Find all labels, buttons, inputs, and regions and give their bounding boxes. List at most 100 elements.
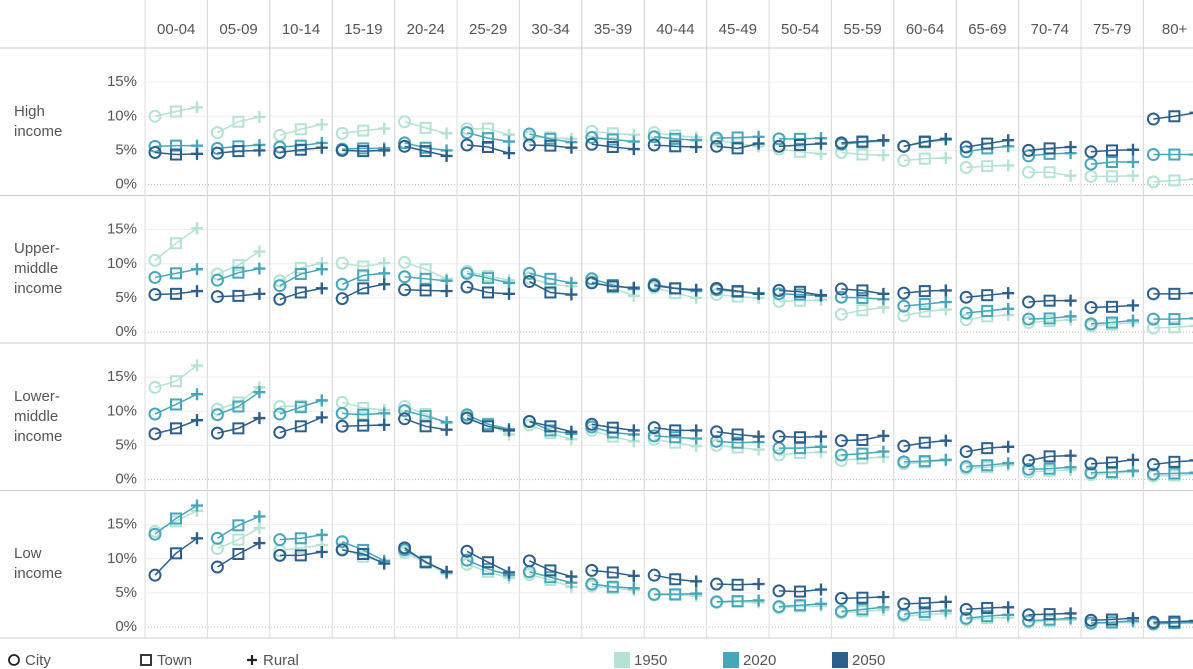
series-line (841, 609, 884, 614)
town-marker (1168, 467, 1181, 480)
city-marker (897, 154, 911, 168)
y-tick-label: 0% (115, 618, 137, 635)
series-line (591, 583, 634, 589)
series-line (966, 462, 1009, 468)
city-marker (148, 568, 162, 582)
series-line (529, 280, 572, 296)
series-line (154, 290, 198, 296)
city-marker (273, 279, 287, 293)
town-marker (606, 127, 619, 140)
legend-city (8, 654, 20, 666)
town-marker (482, 272, 494, 285)
series-line (654, 284, 697, 291)
series-line (903, 459, 946, 463)
y-tick-label: 10% (107, 402, 137, 419)
y-tick-label: 15% (107, 221, 137, 238)
city-marker (1146, 321, 1160, 335)
rural-marker (690, 283, 703, 296)
series-line (154, 393, 198, 415)
town-marker (170, 237, 182, 250)
city-marker (522, 415, 536, 429)
city-marker (959, 290, 973, 304)
town-marker (794, 431, 806, 444)
series-line (1090, 620, 1134, 624)
series-line (841, 606, 884, 613)
rural-marker (752, 430, 765, 443)
town-marker (232, 422, 245, 435)
city-marker (1022, 453, 1036, 467)
town-marker (294, 268, 307, 281)
town-marker (918, 285, 931, 298)
rural-marker (315, 394, 328, 407)
rural-marker (1064, 461, 1077, 474)
rural-marker (253, 262, 266, 275)
town-marker (170, 398, 182, 411)
town-marker (1106, 456, 1118, 469)
rural-marker (1189, 621, 1193, 624)
city-marker (335, 126, 349, 140)
town-marker (794, 285, 806, 298)
y-tick-label: 10% (107, 550, 137, 567)
series-line (1028, 146, 1071, 152)
city-marker (1146, 312, 1160, 326)
city-marker (959, 313, 973, 327)
series-line (778, 605, 822, 609)
series-line (966, 139, 1009, 148)
city-marker (460, 126, 474, 140)
series-line (654, 426, 697, 432)
city-marker (148, 380, 162, 394)
series-line (841, 306, 884, 316)
series-line (467, 127, 510, 136)
y-tick-label: 5% (115, 584, 137, 601)
rural-marker (752, 287, 765, 300)
town-marker (981, 289, 994, 302)
series-line (529, 571, 572, 584)
town-marker (1043, 166, 1056, 179)
city-marker (710, 281, 724, 295)
rural-marker (1002, 134, 1015, 147)
town-marker (856, 304, 869, 317)
city-marker (1084, 317, 1098, 331)
rural-marker (253, 412, 266, 425)
city-marker (460, 411, 474, 425)
town-marker (1106, 300, 1118, 313)
rural-marker (378, 122, 391, 135)
city-marker (398, 283, 412, 297)
column-header: 80+ (1162, 21, 1188, 38)
town-marker (170, 547, 182, 560)
series-line (654, 136, 697, 141)
rural-marker (690, 575, 703, 588)
rural-marker (1189, 153, 1193, 156)
series-line (841, 296, 884, 301)
town-marker (606, 133, 619, 146)
rural-marker (191, 285, 203, 298)
city-marker (148, 253, 162, 267)
rural-marker (1127, 143, 1139, 156)
city-marker (1084, 613, 1098, 627)
series-line (217, 293, 260, 298)
series-line (404, 409, 447, 423)
series-line (466, 144, 510, 154)
city-marker (1022, 614, 1036, 628)
town-marker (1043, 450, 1056, 463)
series-line (1028, 618, 1071, 624)
rural-marker (1127, 169, 1139, 182)
rural-marker (315, 141, 328, 154)
city-marker (647, 429, 661, 443)
series-line (217, 391, 260, 416)
town-marker (482, 132, 494, 145)
series-line (591, 143, 634, 150)
y-tick-label: 5% (115, 436, 137, 453)
rural-marker (503, 566, 515, 579)
rural-marker (752, 594, 765, 607)
column-header: 45-49 (719, 21, 757, 38)
series-line (466, 559, 510, 576)
city-marker (897, 309, 911, 323)
rural-marker (1189, 317, 1193, 320)
series-line (342, 262, 385, 268)
town-marker (669, 573, 682, 586)
city-marker (897, 299, 911, 313)
series-line (217, 116, 260, 134)
series-line (1090, 319, 1134, 325)
rural-marker (1002, 287, 1015, 300)
